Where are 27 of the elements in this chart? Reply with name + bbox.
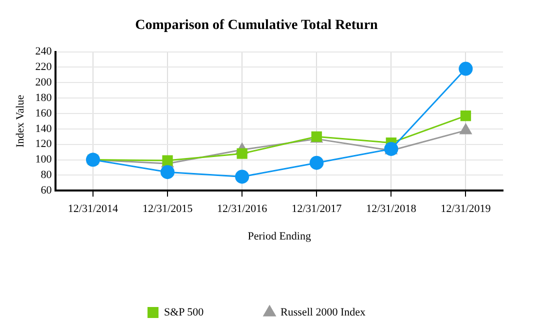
y-tick-label: 240 <box>35 46 52 58</box>
y-tick-label: 160 <box>35 107 52 120</box>
point <box>460 110 472 122</box>
point <box>310 156 324 170</box>
point <box>458 62 473 76</box>
x-axis-title: Period Ending <box>248 230 312 242</box>
point <box>160 165 175 180</box>
y-tick-label: 140 <box>35 122 52 135</box>
legend-label: Russell 2000 Index <box>280 306 366 318</box>
point <box>236 148 248 159</box>
x-tick-label: 12/31/2016 <box>217 203 268 216</box>
y-axis-title: Index Value <box>14 94 26 148</box>
x-tick-label: 12/31/2019 <box>440 203 492 216</box>
x-tick-label: 12/31/2017 <box>292 203 342 216</box>
y-tick-label: 100 <box>35 154 52 166</box>
x-tick-label: 12/31/2015 <box>142 203 194 216</box>
point <box>235 170 250 184</box>
y-tick-label: 200 <box>35 76 52 89</box>
y-tick-label: 80 <box>40 169 52 182</box>
x-tick-label: 12/31/2014 <box>68 203 119 216</box>
y-tick-label: 120 <box>35 138 52 150</box>
x-tick-label: 12/31/2018 <box>366 203 417 216</box>
chart-title: Comparison of Cumulative Total Return <box>135 18 378 34</box>
y-tick-label: 60 <box>40 184 52 196</box>
y-tick-label: 220 <box>35 61 52 74</box>
legend-label: S&P 500 <box>164 306 204 318</box>
y-tick-label: 180 <box>35 92 52 104</box>
